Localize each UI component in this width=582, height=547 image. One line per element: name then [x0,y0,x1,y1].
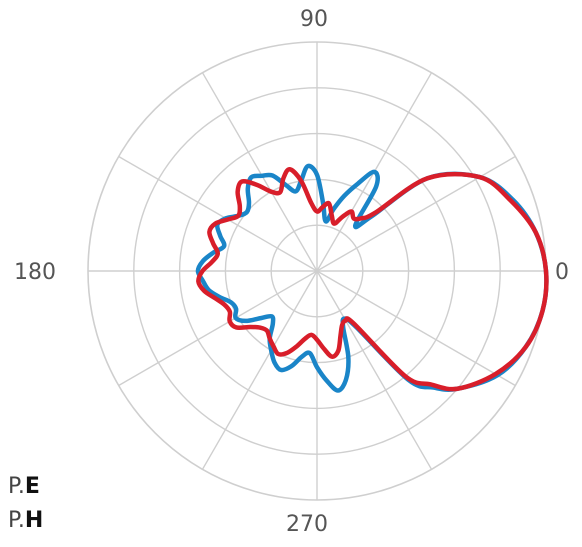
angle-label-270: 270 [286,512,328,537]
angle-label-180: 180 [14,260,56,285]
legend-item-pe: P. E [8,474,43,508]
series-line-p-h [196,167,549,392]
legend-prefix: P. [8,474,25,499]
grid-spoke [118,270,318,387]
grid-spoke [201,72,318,272]
legend: P. E P. H [8,474,43,542]
series-line-p-e [195,163,549,393]
grid-spoke [201,270,318,470]
grid-spoke [316,270,433,470]
grid-spoke [316,270,516,387]
legend-letter: E [24,474,40,499]
angle-label-0: 0 [555,260,569,285]
legend-prefix: P. [8,508,25,533]
polar-grid [87,41,547,501]
legend-item-ph: P. H [8,508,43,542]
legend-letter: H [24,508,44,533]
series-lines [195,163,549,393]
angle-label-90: 90 [300,7,328,32]
grid-spoke [118,155,318,272]
